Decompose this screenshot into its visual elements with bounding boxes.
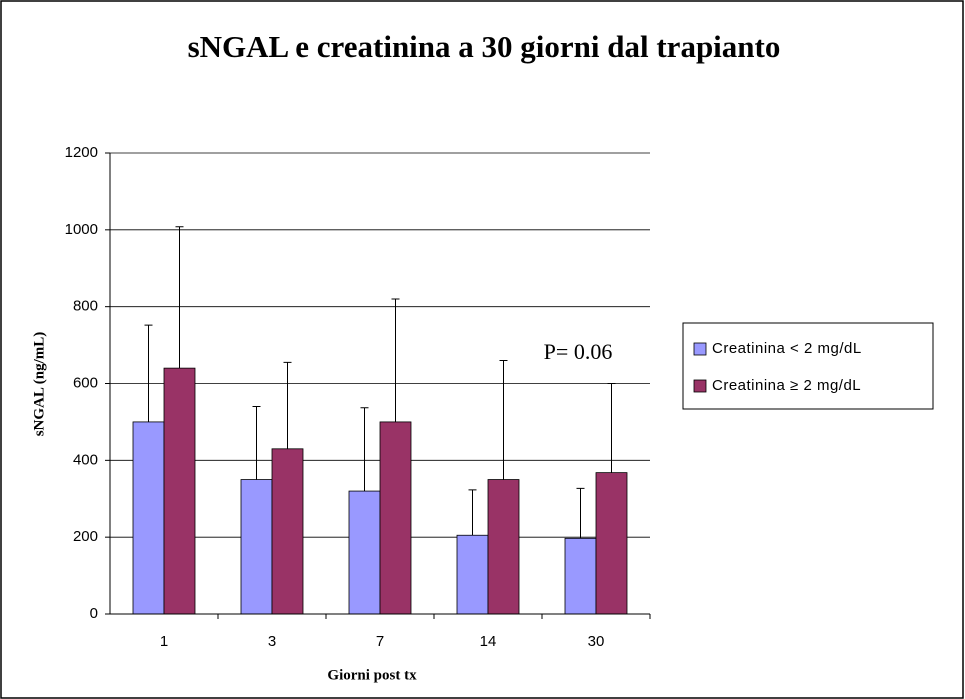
y-tick-label: 0 — [90, 605, 98, 622]
error-bar — [607, 383, 616, 473]
bar — [487, 479, 520, 615]
x-tick-label: 3 — [268, 633, 276, 650]
bar — [564, 537, 597, 615]
error-bar — [391, 298, 400, 422]
legend-swatch — [693, 342, 707, 356]
y-tick-label: 200 — [73, 528, 98, 545]
legend-swatch — [693, 379, 707, 393]
y-tick-label: 1000 — [65, 221, 98, 238]
error-bar — [283, 361, 292, 449]
bar — [132, 421, 165, 615]
chart-title: sNGAL e creatinina a 30 giorni dal trapi… — [188, 29, 781, 64]
annotation: P= 0.06 — [544, 339, 613, 364]
error-bar — [576, 487, 585, 539]
bar — [379, 421, 412, 615]
bar — [271, 448, 304, 615]
x-tick-label: 14 — [480, 633, 497, 650]
y-tick-label: 600 — [73, 374, 98, 391]
error-bar — [252, 406, 261, 480]
error-bar — [468, 489, 477, 536]
legend-label: Creatinina ≥ 2 mg/dL — [712, 377, 861, 394]
x-tick-label: 1 — [160, 633, 168, 650]
y-axis-label: sNGAL (ng/mL) — [31, 332, 47, 437]
bar — [456, 534, 489, 615]
y-tick-label: 1200 — [65, 144, 98, 161]
bar — [595, 472, 628, 615]
x-tick-label: 30 — [588, 633, 605, 650]
error-bar — [144, 324, 153, 422]
error-bar — [499, 359, 508, 480]
legend — [682, 322, 934, 410]
bar — [163, 367, 196, 615]
legend-label: Creatinina < 2 mg/dL — [712, 340, 862, 357]
x-tick-label: 7 — [376, 633, 384, 650]
bar — [240, 479, 273, 615]
error-bar — [360, 407, 369, 492]
x-axis-label: Giorni post tx — [327, 667, 417, 683]
y-tick-label: 400 — [73, 451, 98, 468]
bar — [348, 490, 381, 615]
error-bar — [175, 226, 184, 369]
y-tick-label: 800 — [73, 298, 98, 315]
